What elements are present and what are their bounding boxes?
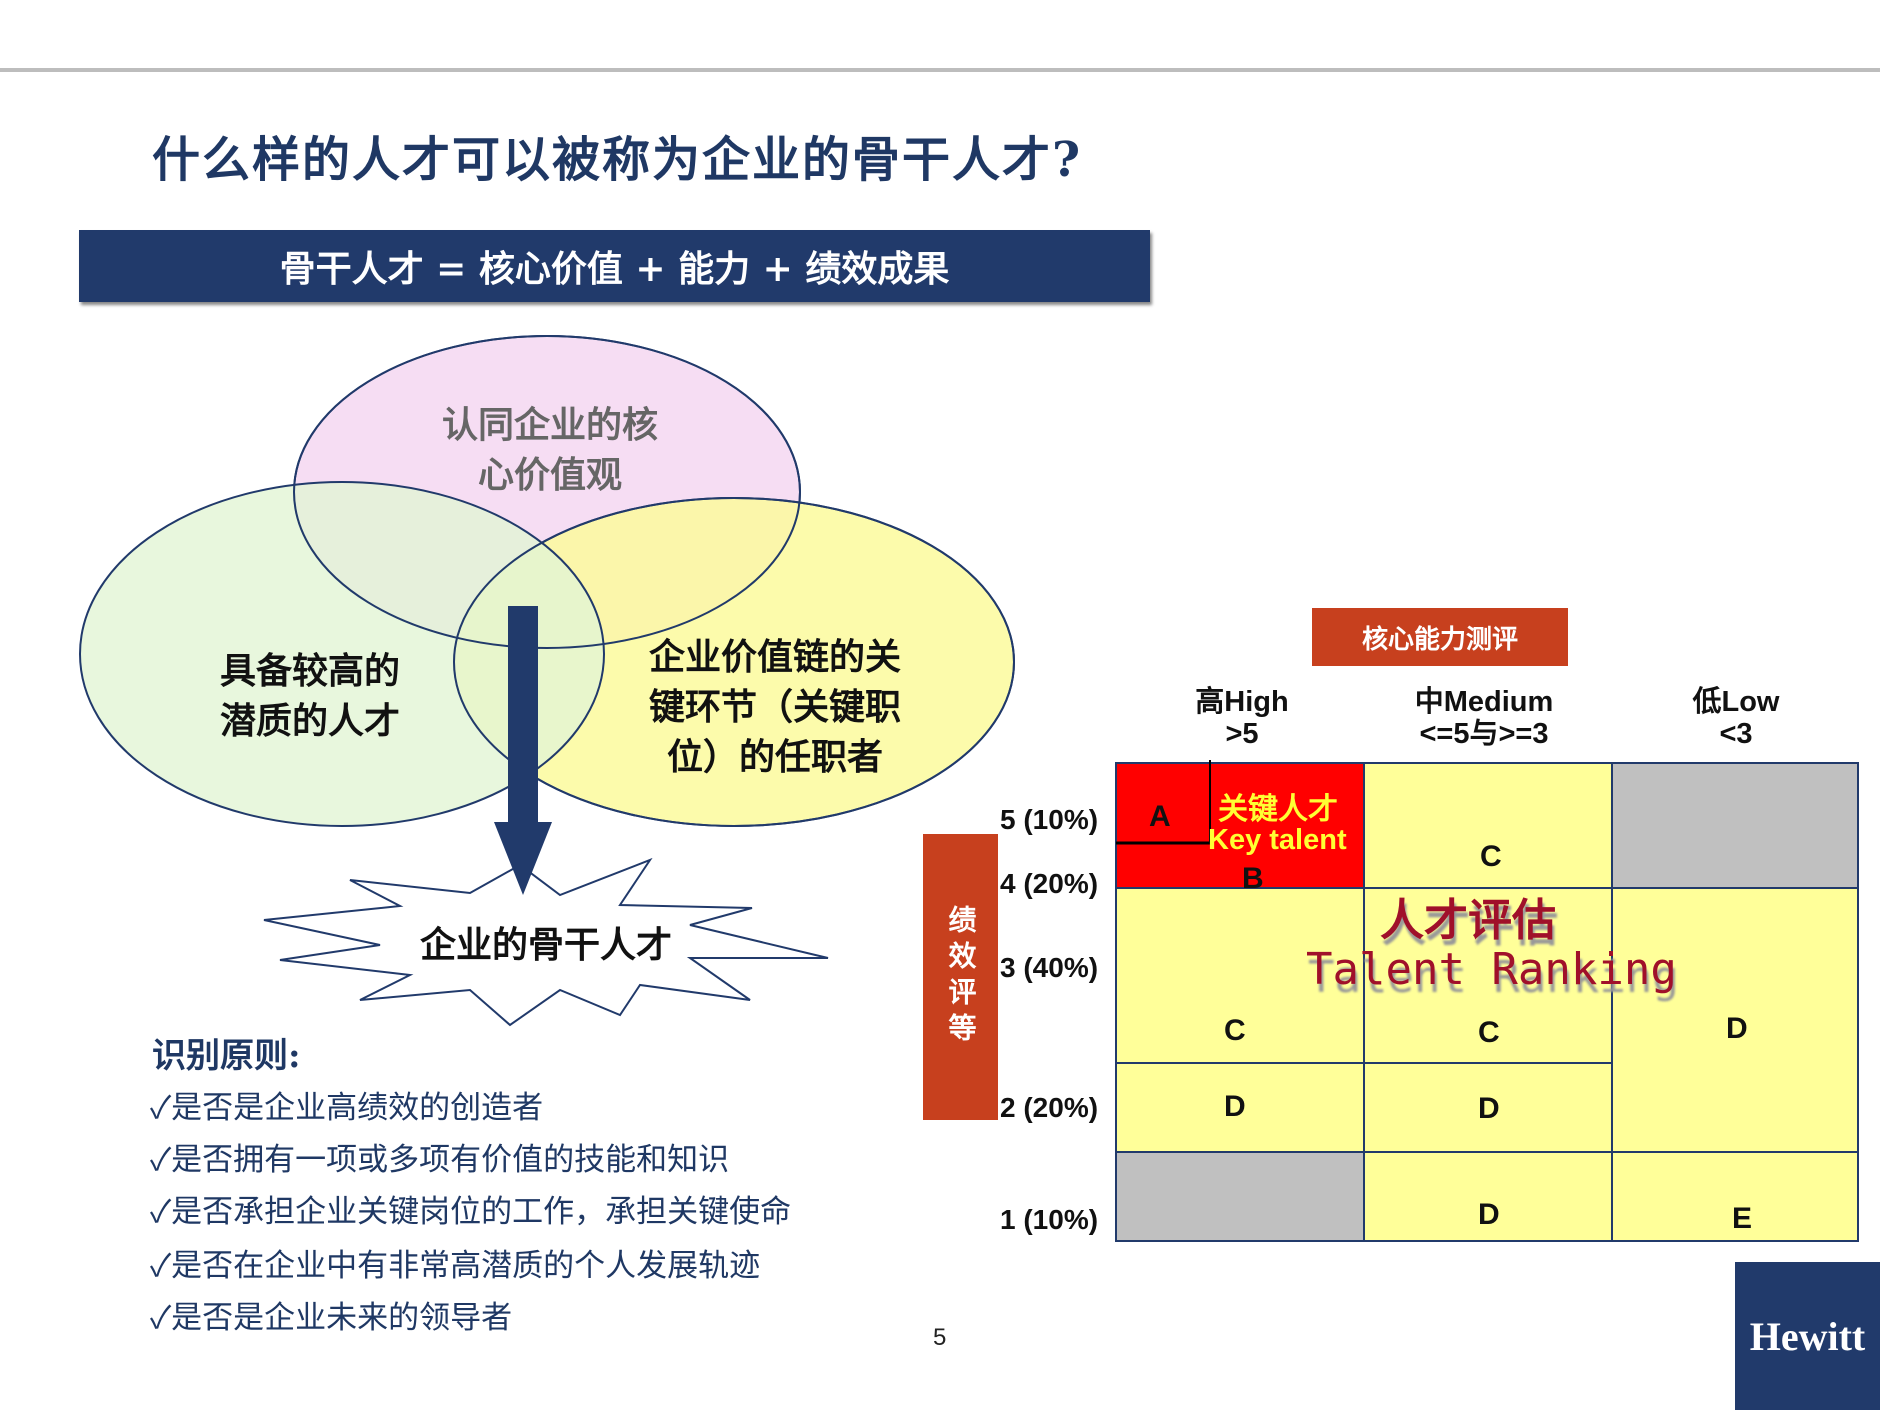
row-label: 2 (20%) bbox=[1000, 1092, 1099, 1123]
grade-cell: D bbox=[1478, 1092, 1500, 1125]
cell-high-3 bbox=[1115, 887, 1365, 1064]
grade-cell: C bbox=[1478, 1016, 1500, 1049]
principle-item: ✓是否在企业中有非常高潜质的个人发展轨迹 bbox=[150, 1248, 761, 1284]
result-label: 企业的骨干人才 bbox=[419, 924, 672, 966]
cell-medium-1 bbox=[1363, 1151, 1613, 1242]
slide-title: 什么样的人才可以被称为企业的骨干人才? bbox=[152, 132, 1083, 188]
cell-high-1 bbox=[1115, 1151, 1365, 1242]
watermark-en: Talent Ranking bbox=[1306, 944, 1677, 995]
down-arrow-icon bbox=[508, 606, 538, 824]
starburst-shape bbox=[263, 857, 829, 1027]
column-header-high: 高High >5 bbox=[1195, 686, 1289, 750]
grade-cell: C bbox=[1224, 1014, 1246, 1047]
grade-a: A bbox=[1149, 800, 1171, 833]
principle-item: ✓是否拥有一项或多项有价值的技能和知识 bbox=[150, 1142, 730, 1178]
grade-cell: D bbox=[1726, 1012, 1748, 1045]
cell-low-2-4 bbox=[1611, 887, 1859, 1153]
principle-item: ✓是否是企业未来的领导者 bbox=[150, 1300, 513, 1336]
column-header-low: 低Low <3 bbox=[1692, 686, 1780, 750]
venn-label-left: 具备较高的 潜质的人才 bbox=[219, 650, 400, 742]
row-label: 5 (10%) bbox=[1000, 804, 1099, 835]
grade-cell: D bbox=[1478, 1198, 1500, 1231]
header-divider bbox=[0, 68, 1880, 72]
venn-circle-left bbox=[79, 481, 605, 827]
row-label: 3 (40%) bbox=[1000, 952, 1099, 983]
cell-medium-5 bbox=[1363, 762, 1613, 889]
principle-item: ✓是否承担企业关键岗位的工作，承担关键使命 bbox=[150, 1194, 792, 1230]
cell-low-1 bbox=[1611, 1151, 1859, 1242]
cell-low-5 bbox=[1611, 762, 1859, 889]
watermark-cn: 人才评估 bbox=[1380, 895, 1556, 946]
cell-medium-3 bbox=[1363, 887, 1613, 1064]
venn-label-right: 企业价值链的关 键环节（关键职 位）的任职者 bbox=[648, 636, 901, 778]
row-label: 4 (20%) bbox=[1000, 868, 1099, 899]
page-number: 5 bbox=[933, 1324, 947, 1351]
principle-item: ✓是否是企业高绩效的创造者 bbox=[150, 1090, 544, 1126]
hewitt-logo: Hewitt bbox=[1735, 1262, 1880, 1410]
grade-cell: C bbox=[1480, 840, 1502, 873]
grade-cell: D bbox=[1224, 1090, 1246, 1123]
y-axis-title: 绩效评等 bbox=[923, 834, 998, 1120]
row-label: 1 (10%) bbox=[1000, 1204, 1099, 1235]
grade-b: B bbox=[1242, 862, 1264, 895]
principles-title: 识别原则: bbox=[152, 1036, 301, 1076]
key-talent-cn: 关键人才 bbox=[1218, 792, 1338, 827]
cell-key-talent bbox=[1115, 762, 1365, 889]
formula-banner: 骨干人才 = 核心价值 + 能力 + 绩效成果 bbox=[79, 230, 1150, 302]
x-axis-title: 核心能力测评 bbox=[1312, 608, 1568, 666]
cell-medium-2 bbox=[1363, 1062, 1613, 1153]
venn-label-top: 认同企业的核 心价值观 bbox=[441, 404, 658, 496]
cell-high-2 bbox=[1115, 1062, 1365, 1153]
column-header-medium: 中Medium <=5与>=3 bbox=[1414, 686, 1554, 750]
grade-cell: E bbox=[1732, 1202, 1753, 1235]
key-talent-en: Key talent bbox=[1208, 824, 1347, 856]
